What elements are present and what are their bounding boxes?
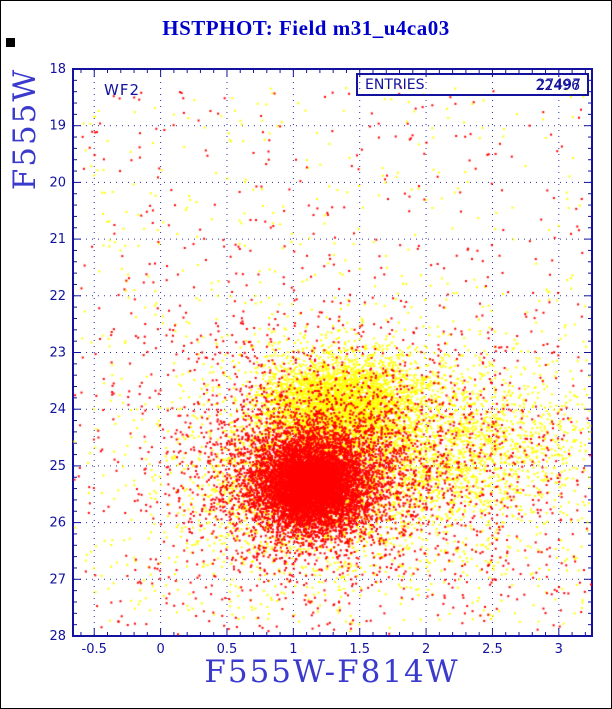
- x-tick-label: 1.5: [349, 642, 370, 657]
- entries-label: ENTRIES: [365, 77, 425, 93]
- y-tick-label: 18: [49, 62, 66, 77]
- y-tick-label: 27: [49, 572, 66, 587]
- screen-artifact-mark: [6, 38, 15, 47]
- y-tick-label: 25: [49, 459, 66, 474]
- x-tick-label: 2.5: [482, 642, 503, 657]
- x-tick-label: -0.5: [82, 642, 107, 657]
- y-tick-label: 23: [49, 346, 66, 361]
- x-tick-label: 1: [289, 642, 297, 657]
- entries-box: ENTRIES 27497 22496: [356, 73, 589, 96]
- entries-value-1: 27497: [536, 77, 581, 93]
- x-tick-label: 0: [156, 642, 164, 657]
- entries-value-2: 22496: [535, 78, 580, 94]
- x-tick-label: 0.5: [217, 642, 238, 657]
- y-tick-label: 19: [49, 119, 66, 134]
- x-tick-label: 2: [422, 642, 430, 657]
- x-axis-label: F555W-F814W: [204, 654, 460, 690]
- chip-label: WF2: [104, 81, 141, 99]
- y-tick-label: 22: [49, 289, 66, 304]
- plot-points-canvas: [73, 69, 592, 636]
- y-tick-label: 28: [49, 629, 66, 644]
- y-tick-label: 21: [49, 232, 66, 247]
- y-tick-label: 24: [49, 402, 66, 417]
- y-axis-label: F555W: [7, 67, 43, 191]
- y-tick-label: 20: [49, 175, 66, 190]
- page-title: HSTPHOT: Field m31_u4ca03: [162, 16, 450, 40]
- x-tick-label: 3: [555, 642, 563, 657]
- y-tick-label: 26: [49, 516, 66, 531]
